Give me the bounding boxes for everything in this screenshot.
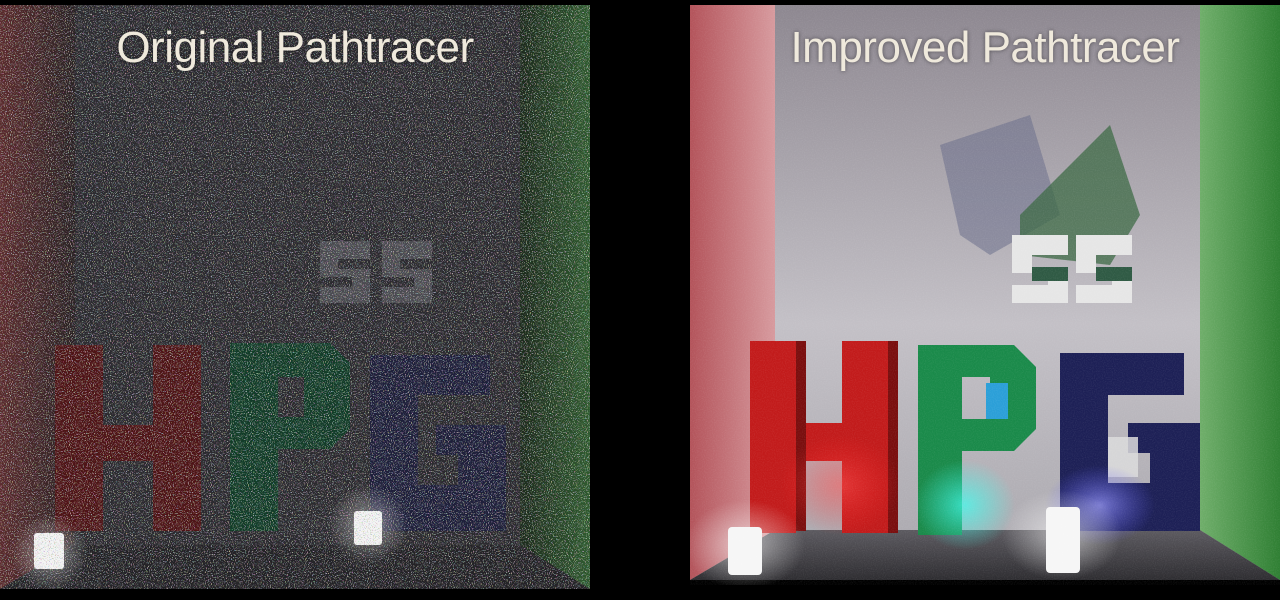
noise-texture-overlay [690,5,1280,585]
original-render-panel: Original Pathtracer [0,5,590,589]
improved-render-image [690,5,1280,585]
caption-improved: Improved Pathtracer [790,23,1180,72]
improved-render-panel: Improved Pathtracer [690,5,1280,585]
original-render-image [0,5,590,589]
caption-original: Original Pathtracer [116,23,474,72]
noise-texture-overlay [0,5,590,589]
